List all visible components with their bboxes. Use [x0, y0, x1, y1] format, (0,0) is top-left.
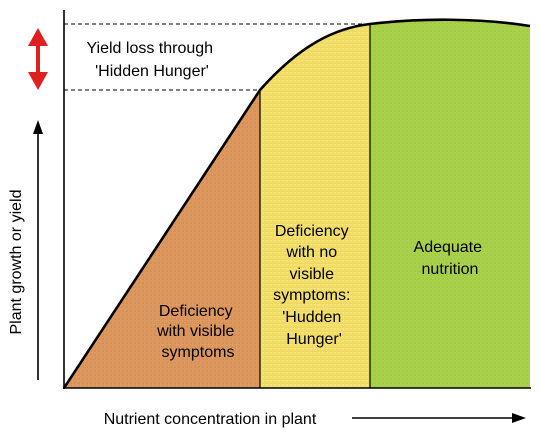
y-axis-direction-arrow-icon	[33, 120, 43, 380]
zone-visible-deficiency-label: Deficiency with visible symptoms	[156, 303, 239, 361]
yield-loss-note-line: 'Hidden Hunger'	[95, 63, 209, 80]
yield-loss-double-arrow-icon	[28, 28, 48, 90]
zone-label-line: visible	[290, 266, 335, 283]
yield-loss-note-line: Yield loss through	[86, 40, 213, 57]
zone-adequate-label: Adequate nutrition	[414, 239, 487, 278]
y-axis-label: Plant growth or yield	[8, 190, 25, 335]
zone-label-line: symptoms:	[273, 287, 350, 304]
zone-label-line: symptoms	[162, 344, 235, 361]
zone-label-line: Deficiency	[275, 223, 349, 240]
zone-label-line: with visible	[156, 323, 234, 340]
zone-hidden-hunger-label: Deficiency with no visible symptoms: 'Hu…	[273, 223, 355, 348]
zone-hidden-hunger-area	[260, 24, 370, 388]
x-axis-label: Nutrient concentration in plant	[104, 411, 317, 428]
x-axis-direction-arrow-icon	[352, 413, 526, 423]
yield-curve	[62, 18, 531, 389]
zone-label-line: Deficiency	[159, 303, 233, 320]
zone-label-line: Adequate	[414, 239, 483, 256]
zone-label-line: Hunger'	[286, 331, 342, 348]
zone-adequate-area	[370, 19, 530, 389]
zone-label-line: 'Hudden	[282, 309, 341, 326]
zone-label-line: with no	[285, 244, 337, 261]
yield-loss-note: Yield loss through 'Hidden Hunger'	[86, 40, 217, 80]
zone-label-line: nutrition	[422, 261, 479, 278]
